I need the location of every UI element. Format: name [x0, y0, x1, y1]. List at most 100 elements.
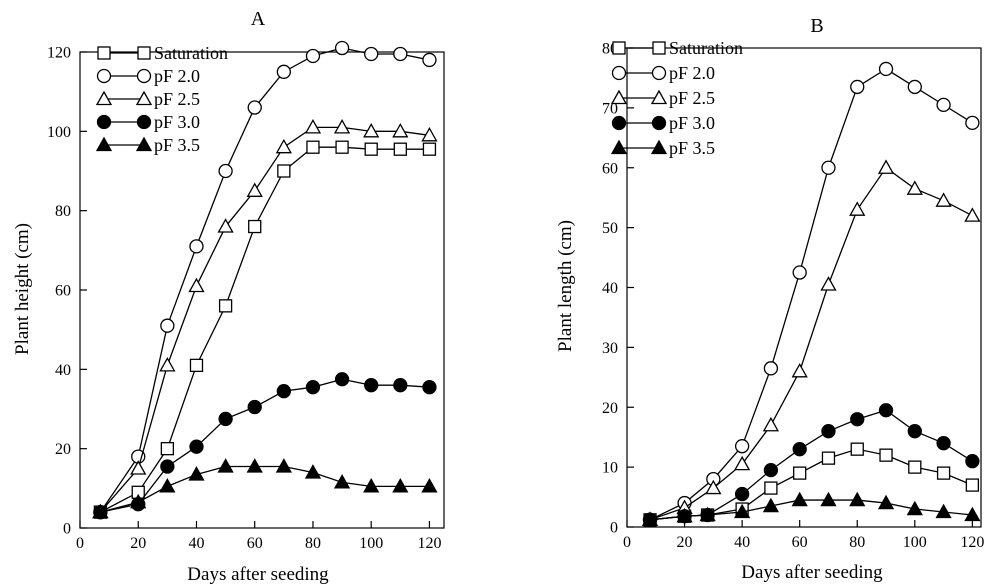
data-point — [641, 511, 659, 526]
data-point — [676, 507, 693, 523]
data-point — [935, 192, 952, 207]
legend-label: pF 3.0 — [154, 112, 200, 132]
legend-marker — [137, 46, 151, 60]
legend-marker — [610, 89, 628, 105]
data-point — [820, 276, 837, 291]
data-point — [277, 164, 291, 178]
data-point — [333, 119, 351, 134]
legend-marker — [612, 41, 626, 55]
legend-marker — [97, 46, 111, 60]
y-tick-label: 20 — [55, 441, 71, 458]
data-point — [906, 500, 923, 516]
legend: Saturation pF 2.0 pF 2.5 pF 3.0 pF 3.5 — [95, 43, 228, 155]
x-tick-label: 60 — [792, 534, 808, 551]
data-point — [936, 466, 951, 480]
y-tick-label: 0 — [610, 520, 618, 537]
y-tick-label: 100 — [47, 124, 71, 141]
data-point — [334, 372, 350, 387]
legend-marker — [136, 68, 152, 84]
y-tick-label: 80 — [55, 203, 71, 220]
data-point — [908, 460, 922, 474]
legend-item: pF 2.0 — [96, 66, 200, 86]
x-tick-label: 20 — [677, 534, 693, 551]
legend-marker — [136, 114, 152, 130]
series-line — [100, 146, 430, 513]
data-point — [821, 451, 836, 465]
legend-label: pF 2.5 — [669, 88, 715, 108]
data-point — [217, 218, 234, 233]
data-point — [879, 448, 893, 462]
data-point — [189, 358, 204, 373]
data-point — [936, 436, 951, 451]
legend-marker — [611, 65, 627, 81]
data-point — [392, 123, 409, 138]
data-point — [964, 506, 981, 522]
axes: 0 20 40 60 80 100 120 0 20 40 60 80 100 120 — [47, 45, 445, 552]
series — [643, 442, 980, 527]
legend-label: pF 3.5 — [669, 138, 715, 158]
legend-label: pF 2.0 — [669, 63, 715, 83]
series-line — [649, 448, 973, 521]
data-point — [364, 142, 378, 156]
legend-marker — [650, 89, 668, 105]
data-point — [304, 119, 322, 134]
y-tick-label: 60 — [602, 160, 618, 177]
data-point — [393, 46, 408, 62]
x-tick-label: 120 — [417, 535, 441, 552]
legend-item: pF 3.5 — [610, 138, 715, 158]
data-point — [217, 458, 234, 473]
data-point — [763, 361, 779, 376]
data-point — [218, 411, 233, 427]
data-point — [878, 403, 894, 418]
data-point — [821, 160, 836, 175]
data-point — [877, 159, 895, 174]
data-point — [907, 424, 922, 439]
data-point — [364, 378, 379, 393]
x-tick-label: 0 — [76, 535, 84, 552]
data-point — [248, 219, 262, 234]
data-point — [363, 123, 380, 138]
data-point — [791, 362, 808, 378]
series-line — [99, 47, 430, 513]
y-tick-label: 40 — [602, 280, 618, 297]
data-point — [965, 453, 980, 469]
legend-marker — [652, 41, 666, 55]
data-point — [877, 494, 895, 510]
data-point — [422, 142, 437, 156]
x-tick-label: 120 — [960, 534, 984, 551]
data-point — [699, 506, 716, 522]
data-point — [393, 378, 408, 393]
data-point — [764, 481, 778, 495]
data-point — [935, 503, 952, 519]
data-point — [705, 479, 722, 495]
data-point — [849, 491, 866, 507]
data-point — [334, 40, 350, 56]
legend-marker — [611, 115, 627, 131]
x-tick-label: 100 — [359, 535, 383, 552]
legend-label: pF 3.0 — [669, 113, 715, 133]
data-point — [306, 140, 320, 154]
data-point — [159, 478, 176, 493]
x-tick-label: 60 — [247, 535, 263, 552]
series-line — [649, 68, 973, 521]
series — [93, 372, 437, 520]
data-point — [907, 79, 922, 95]
data-point — [734, 439, 750, 454]
y-tick-label: 20 — [602, 400, 618, 417]
data-point — [275, 138, 292, 154]
data-point — [160, 442, 175, 456]
x-tick-label: 80 — [849, 534, 865, 551]
data-point — [247, 100, 262, 115]
data-point — [965, 115, 980, 130]
data-point — [304, 464, 322, 479]
series — [93, 40, 437, 520]
data-point — [422, 380, 437, 395]
x-axis-title: Days after seeding — [187, 564, 329, 585]
data-point — [247, 399, 262, 415]
data-point — [793, 466, 807, 480]
series-line — [100, 378, 430, 513]
legend-label: pF 2.0 — [154, 66, 200, 86]
legend-item: pF 2.0 — [611, 63, 715, 83]
legend-item: Saturation — [612, 38, 743, 58]
